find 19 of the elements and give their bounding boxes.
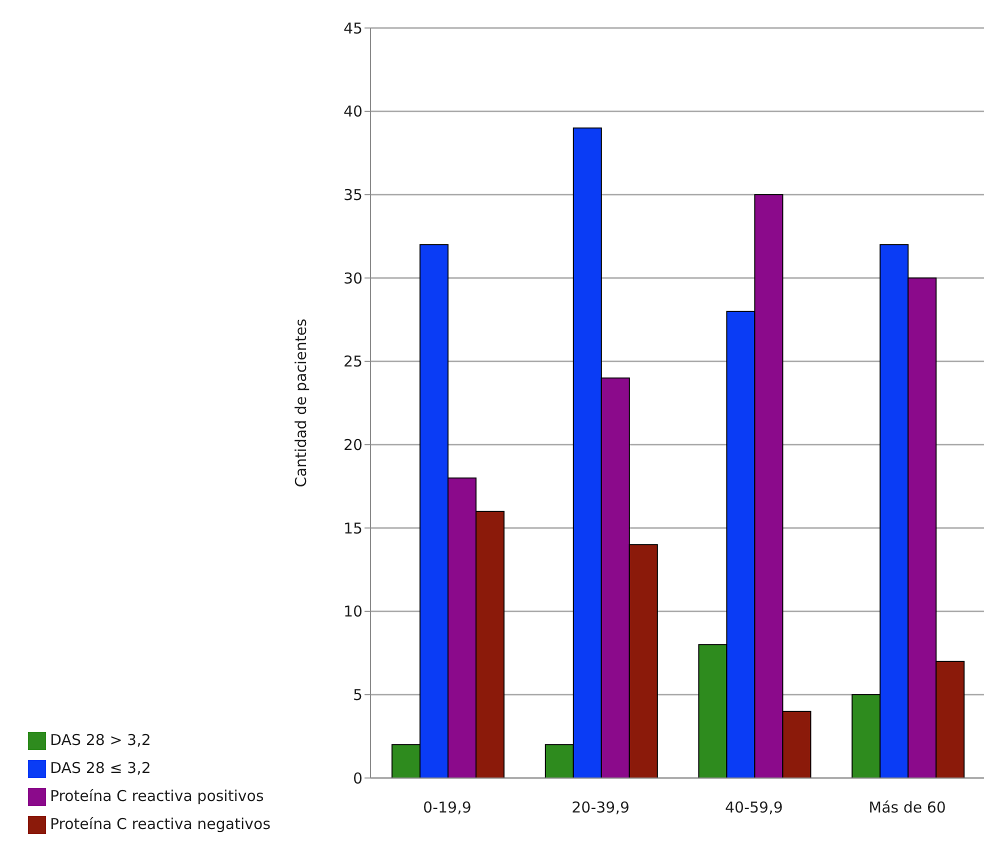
y-tick-label: 30 xyxy=(343,269,363,288)
y-tick-label: 25 xyxy=(343,352,363,371)
legend-label: DAS 28 ≤ 3,2 xyxy=(50,759,151,777)
x-tick-label: Más de 60 xyxy=(868,798,946,817)
y-tick-label: 45 xyxy=(343,19,363,38)
y-tick-label: 20 xyxy=(343,436,363,454)
y-axis-title: Cantidad de pacientes xyxy=(292,318,310,488)
legend-label: Proteína C reactiva negativos xyxy=(50,815,271,833)
y-tick-label: 0 xyxy=(353,769,363,788)
legend-label: Proteína C reactiva positivos xyxy=(50,787,264,805)
x-tick-label: 0-19,9 xyxy=(423,798,472,817)
y-tick-label: 35 xyxy=(343,186,363,204)
legend-label: DAS 28 > 3,2 xyxy=(50,731,151,749)
x-tick-label: 40-59,9 xyxy=(725,798,783,817)
x-tick-label: 20-39,9 xyxy=(572,798,630,817)
y-tick-label: 15 xyxy=(343,519,363,538)
y-tick-label: 40 xyxy=(343,102,363,121)
y-tick-label: 5 xyxy=(353,686,363,704)
y-tick-label: 10 xyxy=(343,602,363,621)
